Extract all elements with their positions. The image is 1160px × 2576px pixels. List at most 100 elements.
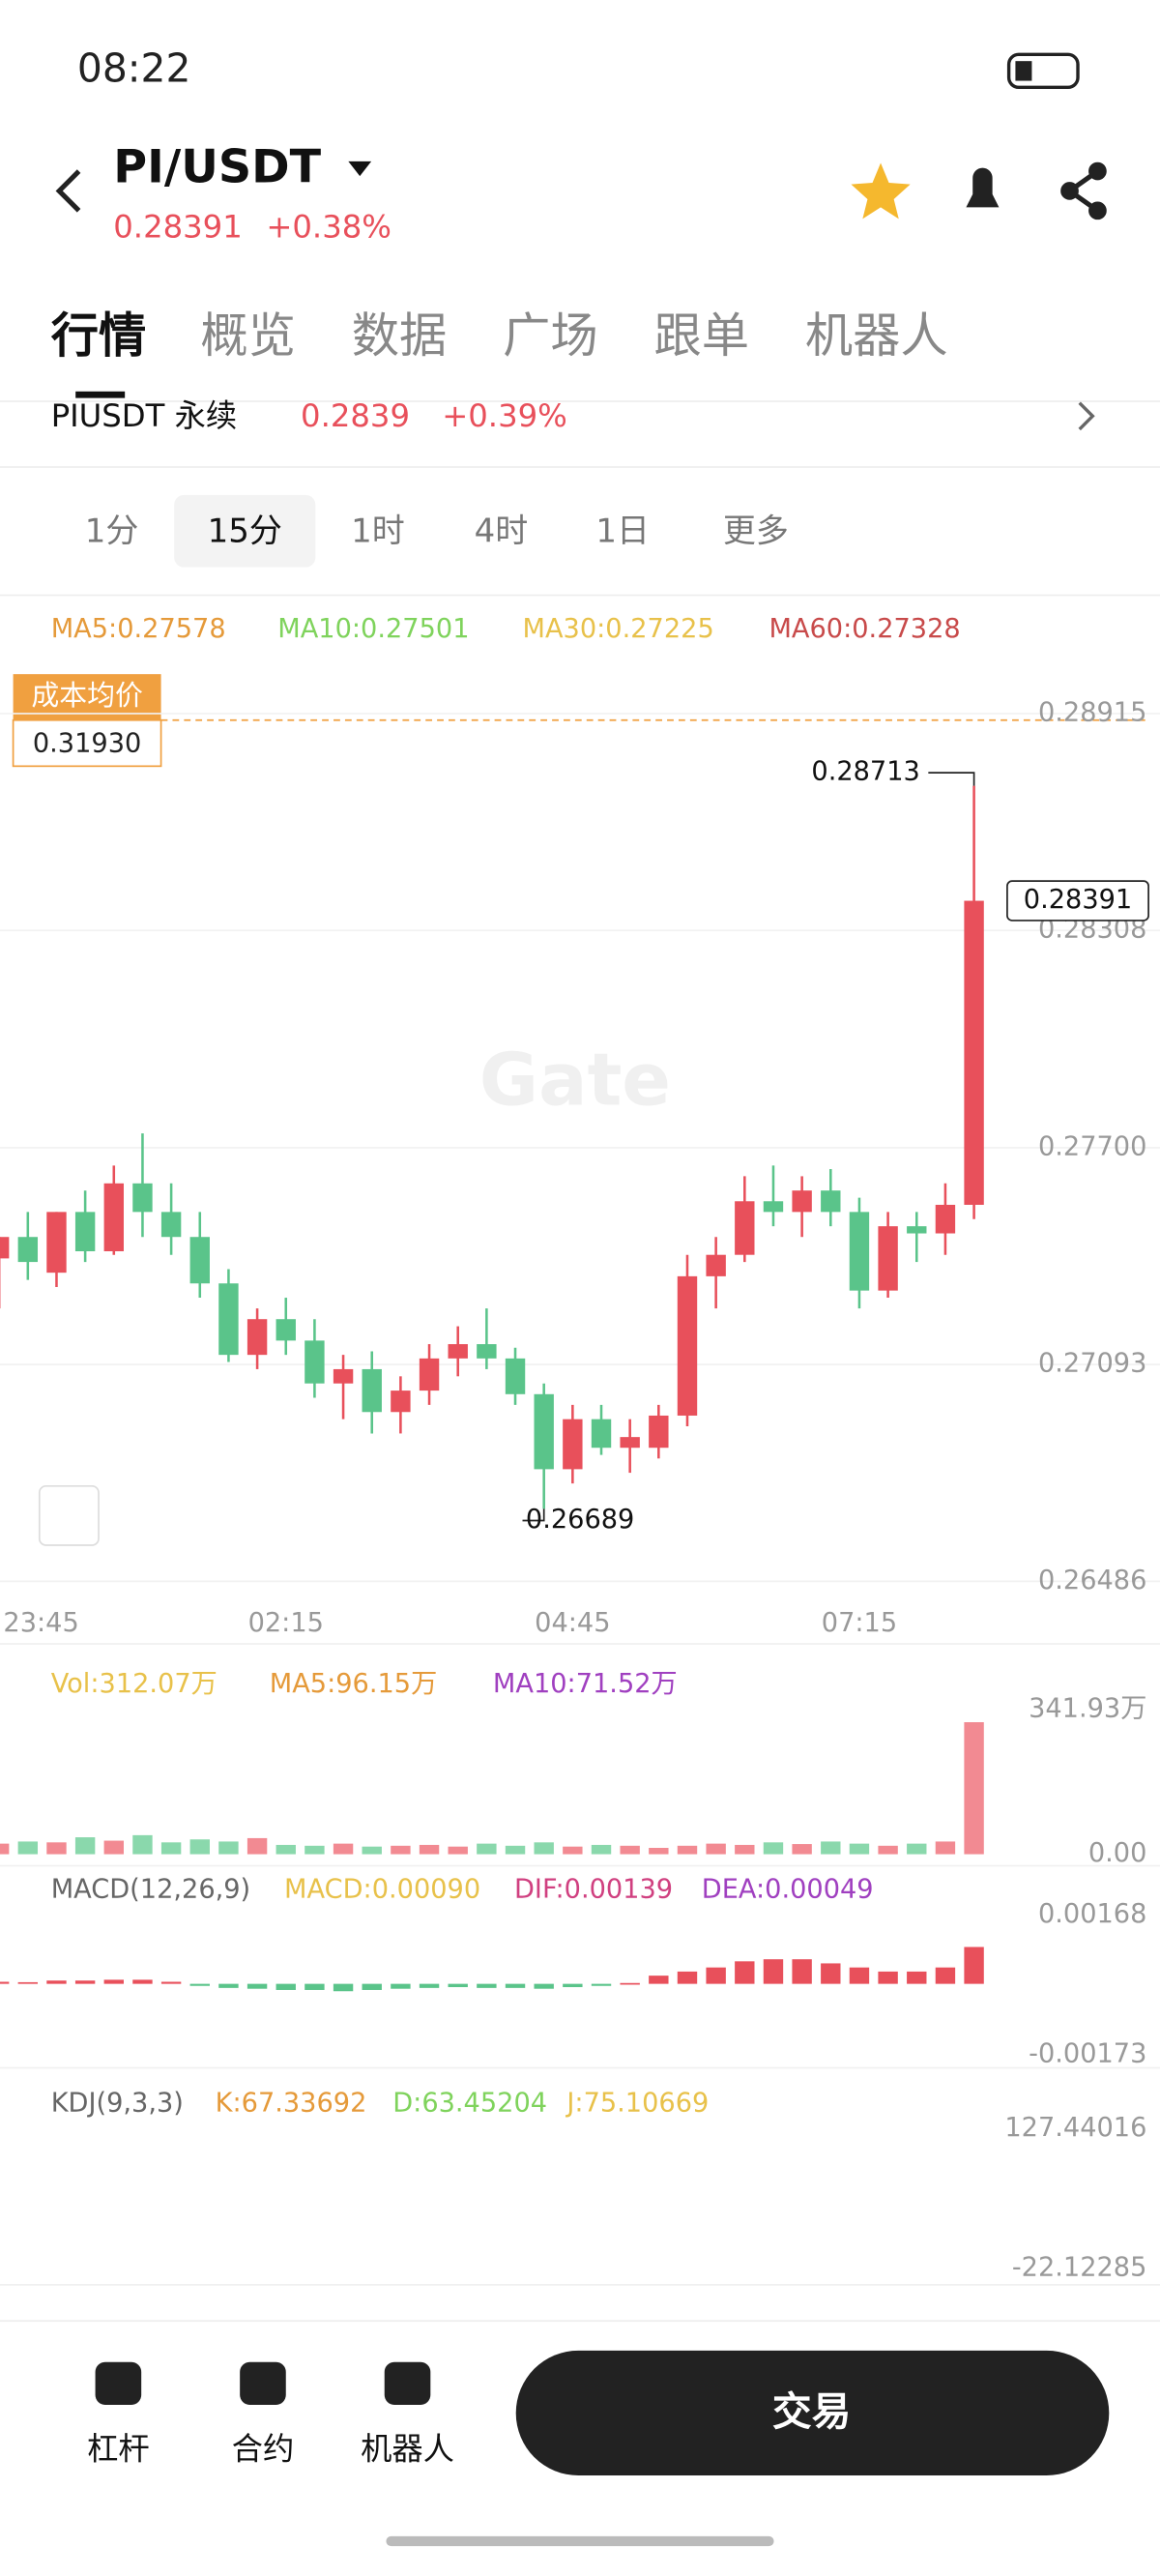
volume-bar xyxy=(706,1843,726,1855)
macd-bar xyxy=(677,1971,698,1984)
interval[interactable]: 1日 xyxy=(595,512,650,550)
nav-icon[interactable] xyxy=(240,2361,286,2405)
volume-bar xyxy=(17,1841,39,1855)
share[interactable] xyxy=(1060,161,1107,220)
interval[interactable]: 15分 xyxy=(208,512,282,550)
candle-body xyxy=(792,1190,812,1213)
volume-bar xyxy=(763,1842,784,1855)
volume-bar xyxy=(477,1843,497,1855)
interval[interactable]: 4时 xyxy=(475,512,529,550)
volume-bar xyxy=(649,1847,669,1855)
low-pointer xyxy=(522,1508,545,1522)
macd-bar xyxy=(935,1967,956,1984)
macd-bar xyxy=(477,1983,497,1988)
kdj-tick-label: 127.44016 xyxy=(1004,2113,1146,2143)
volume-bar xyxy=(505,1845,526,1855)
ma-legend: MA5:0.27578 xyxy=(51,614,226,644)
volume-bar xyxy=(276,1844,296,1855)
expand[interactable] xyxy=(38,1484,100,1546)
tab[interactable]: 行情 xyxy=(51,307,147,364)
macd-legend: DIF:0.00139 xyxy=(514,1874,673,1904)
candle-body xyxy=(160,1212,182,1238)
chevron[interactable] xyxy=(1078,401,1095,431)
alert[interactable] xyxy=(966,167,1000,208)
back[interactable] xyxy=(55,169,81,213)
candle-body xyxy=(448,1344,468,1359)
tab[interactable]: 数据 xyxy=(352,307,448,364)
y-tick-label: 0.27093 xyxy=(1038,1349,1146,1379)
perp-price: 0.2839 xyxy=(301,397,410,434)
macd-bar xyxy=(964,1947,984,1984)
macd-bar xyxy=(706,1967,726,1984)
nav-label[interactable]: 合约 xyxy=(232,2431,295,2468)
candle-body xyxy=(677,1275,698,1416)
favorite[interactable] xyxy=(851,162,911,220)
candle-body xyxy=(878,1226,898,1291)
macd-bar xyxy=(849,1967,870,1984)
macd-bar xyxy=(218,1983,239,1988)
y-tick-label: 0.27700 xyxy=(1038,1131,1146,1161)
volume-bar xyxy=(391,1845,411,1855)
ma-legend: MA60:0.27328 xyxy=(768,614,960,644)
macd-bar xyxy=(160,1981,182,1984)
volume-bar xyxy=(160,1842,182,1855)
candle-body xyxy=(849,1212,870,1291)
macd-bar xyxy=(878,1971,898,1984)
macd-legend: MACD(12,26,9) xyxy=(51,1874,250,1904)
tab[interactable]: 机器人 xyxy=(805,307,948,364)
nav-icon[interactable] xyxy=(384,2361,431,2405)
candle-body xyxy=(964,900,984,1205)
volume-bar xyxy=(677,1845,698,1855)
ma-legend: MA30:0.27225 xyxy=(523,614,714,644)
pair[interactable]: PI/USDT xyxy=(113,140,321,193)
cost-tag xyxy=(13,674,161,720)
nav-icon[interactable] xyxy=(95,2361,142,2405)
macd-bar xyxy=(276,1983,296,1990)
candle-body xyxy=(218,1283,239,1356)
candle-body xyxy=(391,1390,411,1413)
candle-body xyxy=(477,1344,497,1359)
volume-bar xyxy=(849,1843,870,1855)
candle-body xyxy=(189,1237,210,1284)
macd-bar xyxy=(103,1979,124,1984)
macd-bar xyxy=(591,1983,612,1986)
macd-bar xyxy=(821,1963,841,1984)
candle-body xyxy=(907,1226,927,1234)
perp-name[interactable]: PIUSDT 永续 xyxy=(51,397,238,434)
x-tick-label: 07:15 xyxy=(822,1608,897,1638)
tab[interactable]: 跟单 xyxy=(653,307,749,364)
y-tick-label: 0.26486 xyxy=(1038,1566,1146,1595)
trade-button[interactable] xyxy=(515,2350,1110,2476)
home-bar xyxy=(386,2535,774,2547)
candle-body xyxy=(333,1368,354,1384)
volume-legend: MA5:96.15万 xyxy=(270,1669,438,1699)
ma-legend: MA10:0.27501 xyxy=(277,614,469,644)
battery xyxy=(1006,52,1080,90)
volume-bar xyxy=(821,1841,841,1855)
interval[interactable]: 1时 xyxy=(351,512,405,550)
volume-bar xyxy=(246,1837,268,1855)
macd-bar xyxy=(419,1983,440,1988)
interval[interactable]: 更多 xyxy=(723,512,789,550)
interval[interactable]: 1分 xyxy=(85,512,139,550)
nav-label[interactable]: 杠杆 xyxy=(87,2431,150,2468)
perp-change: +0.39% xyxy=(442,397,567,434)
volume-bar xyxy=(74,1837,96,1855)
candle-body xyxy=(132,1183,153,1213)
cost-box xyxy=(12,718,162,768)
candle-body xyxy=(0,1237,10,1259)
tab[interactable]: 概览 xyxy=(200,307,296,364)
volume-bar xyxy=(103,1840,124,1855)
nav-label[interactable]: 机器人 xyxy=(361,2431,454,2468)
macd-tick-label: -0.00173 xyxy=(1029,2038,1146,2068)
candle-body xyxy=(276,1319,296,1341)
macd-tick-label: 0.00168 xyxy=(1038,1899,1146,1929)
dropdown[interactable] xyxy=(348,161,372,177)
tab[interactable]: 广场 xyxy=(503,307,598,364)
trade-label[interactable]: 交易 xyxy=(772,2388,852,2435)
candle-body xyxy=(362,1368,382,1413)
clock: 08:22 xyxy=(77,44,191,91)
macd-legend: DEA:0.00049 xyxy=(702,1874,874,1904)
volume-legend: MA10:71.52万 xyxy=(493,1669,678,1699)
x-tick-label: 04:45 xyxy=(535,1608,610,1638)
